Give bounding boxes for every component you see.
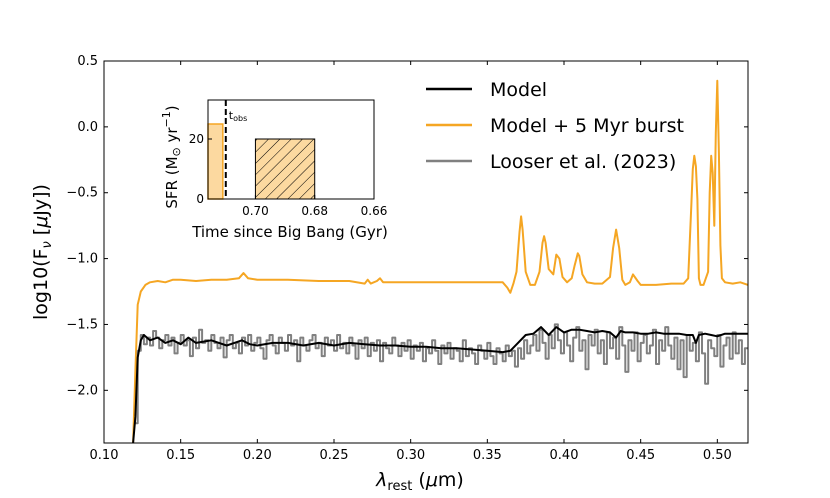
x-tick-label: 0.20: [243, 448, 272, 463]
y-tick-label: −0.5: [66, 186, 98, 201]
inset-frame: [207, 99, 375, 200]
x-tick-label: 0.35: [473, 448, 502, 463]
inset-x-tick-label: 0.68: [301, 204, 328, 218]
main-plot-frame: [103, 60, 749, 444]
x-tick-label: 0.40: [550, 448, 579, 463]
y-tick-label: 0.0: [77, 120, 98, 135]
y-axis-title: log10(Fν [μJy]): [30, 184, 55, 320]
x-axis-title: λrest (μm): [375, 469, 464, 494]
series-line-model-5-myr-burst: [132, 79, 748, 443]
inset-y-tick-label: 20: [189, 132, 204, 146]
series-line-looser-et-al-2023: [134, 323, 748, 425]
legend-label-model: Model: [490, 79, 547, 101]
x-tick-label: 0.50: [703, 448, 732, 463]
x-tick-label: 0.45: [626, 448, 655, 463]
x-tick-label: 0.10: [90, 448, 119, 463]
x-tick-label: 0.25: [320, 448, 349, 463]
legend-label-looser-et-al-2023: Looser et al. (2023): [490, 151, 676, 173]
y-tick-label: 0.5: [77, 54, 98, 69]
inset-x-tick-label: 0.66: [361, 204, 388, 218]
y-tick-label: −2.0: [66, 383, 98, 398]
series-line-model: [132, 326, 748, 443]
inset-y-tick-label: 0: [196, 192, 204, 206]
t-obs-label: tobs: [229, 109, 247, 123]
y-tick-label: −1.5: [66, 317, 98, 332]
inset-axis-ticks: 0.70 0.68 0.66 0 20: [189, 132, 388, 218]
y-tick-label: −1.0: [66, 252, 98, 267]
x-tick-label: 0.15: [166, 448, 195, 463]
inset-x-axis-title: Time since Big Bang (Gyr): [191, 223, 388, 241]
inset-bar-hatched: [254, 138, 316, 200]
legend: Model Model + 5 Myr burst Looser et al. (2…: [426, 79, 684, 173]
inset-bar-burst: [207, 123, 224, 200]
inset-x-tick-label: 0.70: [242, 204, 269, 218]
x-tick-label: 0.30: [396, 448, 425, 463]
legend-label-model-5-myr-burst: Model + 5 Myr burst: [490, 115, 684, 137]
inset-y-axis-title: SFR (M⊙ yr−1): [160, 105, 183, 208]
inset-sfh-chart: tobs 0.70 0.68 0.66 0 20 Time since Big Bang…: [160, 99, 388, 241]
main-series-group: [132, 79, 748, 443]
main-axis-ticks: 0.10 0.15 0.20 0.25 0.30 0.35 0.40 0.45 0.500.50…: [66, 54, 748, 463]
